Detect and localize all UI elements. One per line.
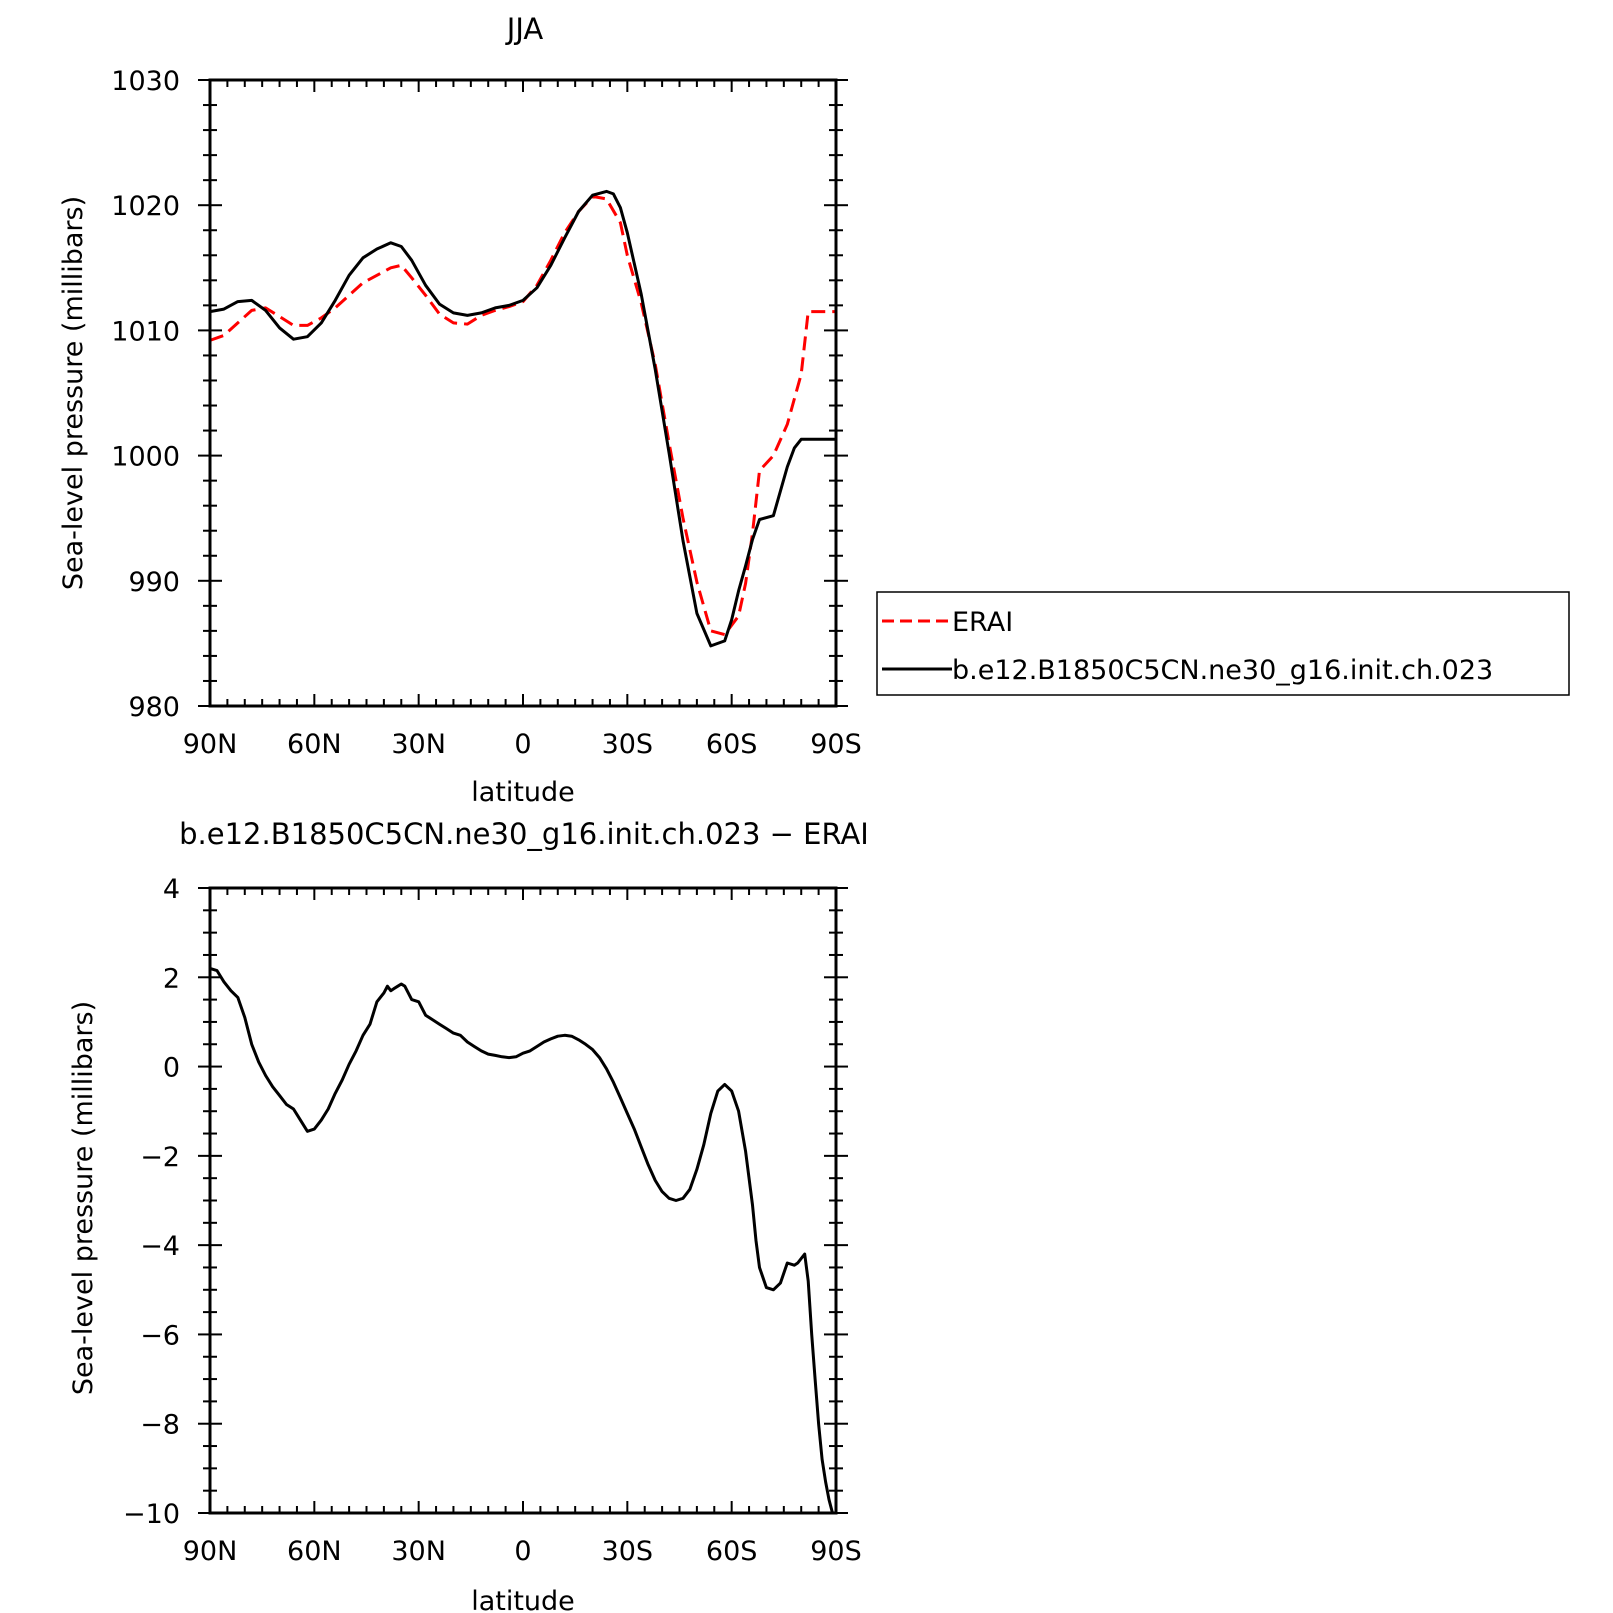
y-tick-label: −10 bbox=[123, 1499, 180, 1530]
y-tick-label: 1030 bbox=[111, 66, 180, 97]
y-tick-label: −2 bbox=[140, 1142, 180, 1173]
x-tick-label: 30N bbox=[391, 1536, 446, 1567]
top-panel-ticks bbox=[198, 79, 848, 707]
x-tick-label: 90S bbox=[810, 1536, 862, 1567]
x-tick-label: 60S bbox=[706, 729, 758, 760]
y-tick-label: 1000 bbox=[111, 442, 180, 473]
y-tick-label: 1020 bbox=[111, 191, 180, 222]
bottom-panel-tick-labels: 90N 60N 30N 0 30S 60S 90S −10 −8 −6 −4 −2 0 2 4 bbox=[123, 874, 862, 1567]
top-panel-title: JJA bbox=[505, 12, 544, 46]
y-tick-label: 0 bbox=[163, 1053, 180, 1084]
y-tick-label: −8 bbox=[140, 1410, 180, 1441]
series-line-difference bbox=[209, 966, 836, 1515]
x-tick-label: 90N bbox=[183, 1536, 238, 1567]
y-tick-label: 980 bbox=[128, 692, 180, 723]
top-panel-ylabel: Sea-level pressure (millibars) bbox=[58, 196, 89, 590]
x-tick-label: 0 bbox=[514, 729, 531, 760]
bottom-panel-xlabel: latitude bbox=[471, 1586, 575, 1613]
legend-label-erai: ERAI bbox=[952, 607, 1013, 638]
bottom-panel: b.e12.B1850C5CN.ne30_g16.init.ch.023 − E… bbox=[68, 817, 869, 1613]
legend: ERAI b.e12.B1850C5CN.ne30_g16.init.ch.02… bbox=[876, 591, 1570, 696]
x-tick-label: 60S bbox=[706, 1536, 758, 1567]
x-tick-label: 0 bbox=[514, 1536, 531, 1567]
bottom-panel-plot-area bbox=[209, 966, 836, 1515]
series-line-erai bbox=[209, 194, 836, 637]
top-panel-tick-labels: 90N 60N 30N 0 30S 60S 90S 980 990 1000 1010 1020 103… bbox=[111, 66, 861, 760]
bottom-panel-ylabel: Sea-level pressure (millibars) bbox=[68, 1001, 99, 1395]
legend-box bbox=[876, 591, 1570, 696]
y-tick-label: 1010 bbox=[111, 316, 180, 347]
top-panel-plot-area bbox=[209, 189, 836, 648]
x-tick-label: 30S bbox=[602, 1536, 654, 1567]
y-tick-label: 2 bbox=[163, 963, 180, 994]
x-tick-label: 30N bbox=[391, 729, 446, 760]
x-tick-label: 60N bbox=[287, 729, 342, 760]
series-line-model bbox=[209, 189, 836, 648]
y-tick-label: −4 bbox=[140, 1231, 180, 1262]
x-tick-label: 90N bbox=[183, 729, 238, 760]
y-tick-label: 990 bbox=[128, 567, 180, 598]
x-tick-label: 30S bbox=[602, 729, 654, 760]
y-tick-label: −6 bbox=[140, 1320, 180, 1351]
top-panel-frame bbox=[208, 78, 838, 708]
x-tick-label: 60N bbox=[287, 1536, 342, 1567]
top-panel-xlabel: latitude bbox=[471, 777, 575, 808]
top-panel: JJA 90N 60N 30N 0 30S 60S 90S 980 990 1000 1010 102… bbox=[58, 12, 862, 808]
bottom-panel-title: b.e12.B1850C5CN.ne30_g16.init.ch.023 − E… bbox=[179, 817, 869, 851]
bottom-panel-frame bbox=[208, 886, 838, 1515]
x-tick-label: 90S bbox=[810, 729, 862, 760]
legend-label-model: b.e12.B1850C5CN.ne30_g16.init.ch.023 bbox=[952, 655, 1493, 686]
y-tick-label: 4 bbox=[163, 874, 180, 905]
